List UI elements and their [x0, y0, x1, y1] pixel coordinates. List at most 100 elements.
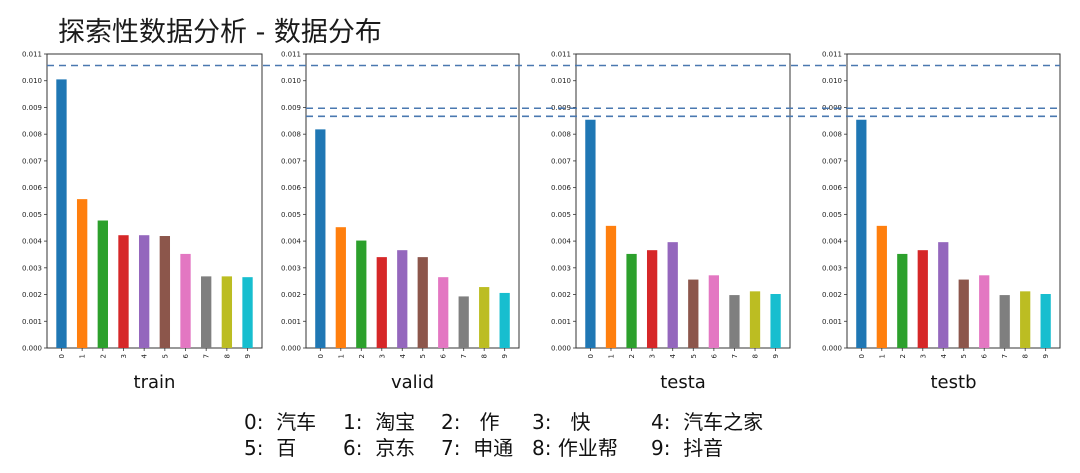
y-tick-label: 0.001	[22, 318, 42, 326]
y-tick-label: 0.006	[22, 184, 43, 192]
y-tick-label: 0.010	[551, 77, 571, 85]
x-tick-label: 5	[161, 354, 169, 358]
y-tick-label: 0.005	[281, 211, 301, 219]
x-tick-label: 0	[858, 354, 866, 358]
x-tick-label: 1	[79, 354, 87, 358]
x-tick-label: 5	[960, 354, 968, 358]
bar-train-5	[159, 236, 171, 348]
bar-train-9	[242, 277, 253, 348]
bar-valid-8	[479, 287, 490, 348]
bar-valid-9	[499, 292, 510, 348]
y-tick-label: 0.006	[822, 184, 843, 192]
bar-testa-8	[749, 291, 761, 348]
y-tick-label: 0.003	[822, 264, 842, 272]
panel-title-testa: testa	[660, 372, 706, 393]
bar-testa-0	[585, 119, 596, 349]
y-tick-label: 0.004	[22, 238, 43, 246]
y-tick-label: 0.002	[22, 291, 42, 299]
y-tick-label: 0.008	[22, 131, 42, 139]
bar-valid-1	[335, 227, 346, 348]
y-tick-label: 0.008	[822, 131, 842, 139]
panel-title-valid: valid	[391, 372, 434, 393]
x-tick-label: 4	[940, 353, 948, 358]
bar-train-8	[221, 276, 233, 348]
bar-valid-6	[438, 277, 449, 348]
bar-train-3	[118, 235, 129, 348]
x-tick-label: 7	[460, 354, 468, 358]
y-tick-label: 0.007	[551, 157, 571, 165]
bar-testa-1	[605, 225, 617, 348]
y-tick-label: 0.011	[22, 51, 42, 59]
x-tick-label: 7	[203, 354, 211, 358]
bar-testa-7	[729, 295, 740, 348]
bar-testa-4	[667, 242, 678, 348]
x-tick-label: 2	[358, 354, 366, 358]
y-tick-label: 0.005	[551, 211, 571, 219]
y-tick-label: 0.003	[22, 264, 42, 272]
y-tick-label: 0.001	[281, 318, 301, 326]
y-tick-label: 0.002	[551, 291, 571, 299]
x-tick-label: 2	[99, 354, 107, 358]
y-tick-label: 0.002	[281, 291, 301, 299]
x-tick-label: 4	[669, 353, 677, 358]
y-tick-label: 0.003	[281, 264, 301, 272]
x-tick-label: 0	[317, 354, 325, 358]
x-tick-label: 0	[58, 354, 66, 358]
x-tick-label: 8	[481, 354, 489, 358]
bar-testa-9	[770, 294, 781, 348]
bar-testb-0	[856, 119, 867, 349]
panel-title-train: train	[134, 372, 176, 393]
y-tick-label: 0.000	[551, 345, 571, 353]
x-tick-label: 3	[120, 354, 128, 358]
y-tick-label: 0.004	[551, 238, 572, 246]
x-tick-label: 5	[419, 354, 427, 358]
y-tick-label: 0.011	[822, 51, 842, 59]
y-tick-label: 0.006	[551, 184, 572, 192]
bar-testb-5	[958, 279, 969, 348]
y-tick-label: 0.009	[822, 104, 842, 112]
y-tick-label: 0.009	[281, 104, 301, 112]
x-tick-label: 9	[501, 354, 509, 358]
plot-frame-valid	[305, 53, 520, 349]
bar-train-2	[97, 220, 108, 348]
bar-valid-0	[315, 129, 326, 348]
bar-valid-4	[397, 250, 408, 348]
plot-frame-train	[46, 53, 263, 349]
y-tick-label: 0.000	[22, 345, 42, 353]
bar-valid-5	[417, 257, 428, 348]
y-tick-label: 0.004	[822, 238, 843, 246]
y-tick-label: 0.010	[281, 77, 301, 85]
y-tick-label: 0.002	[822, 291, 842, 299]
x-tick-label: 4	[141, 353, 149, 358]
panel-title-testb: testb	[931, 372, 977, 393]
bar-valid-7	[458, 296, 469, 348]
x-tick-label: 9	[244, 354, 252, 358]
x-tick-label: 6	[981, 353, 989, 358]
y-tick-label: 0.007	[281, 157, 301, 165]
x-tick-label: 2	[899, 354, 907, 358]
x-tick-label: 8	[223, 354, 231, 358]
x-tick-label: 3	[378, 354, 386, 358]
x-tick-label: 7	[1001, 354, 1009, 358]
x-tick-label: 2	[628, 354, 636, 358]
y-tick-label: 0.001	[551, 318, 571, 326]
bar-train-4	[138, 235, 150, 348]
x-tick-label: 6	[182, 353, 190, 358]
y-tick-label: 0.009	[22, 104, 42, 112]
bar-testa-3	[646, 250, 658, 348]
x-tick-label: 8	[1022, 354, 1030, 358]
y-tick-label: 0.010	[822, 77, 842, 85]
y-tick-label: 0.000	[822, 345, 842, 353]
bar-testa-5	[688, 279, 699, 348]
bar-valid-2	[356, 240, 367, 348]
bar-testb-3	[917, 250, 928, 348]
plot-frame-testa	[575, 53, 791, 349]
y-tick-label: 0.004	[281, 238, 302, 246]
x-tick-label: 3	[649, 354, 657, 358]
x-tick-label: 9	[1042, 354, 1050, 358]
y-tick-label: 0.008	[281, 131, 301, 139]
bar-testb-4	[938, 242, 949, 348]
bar-testb-9	[1040, 294, 1051, 348]
y-tick-label: 0.011	[551, 51, 571, 59]
